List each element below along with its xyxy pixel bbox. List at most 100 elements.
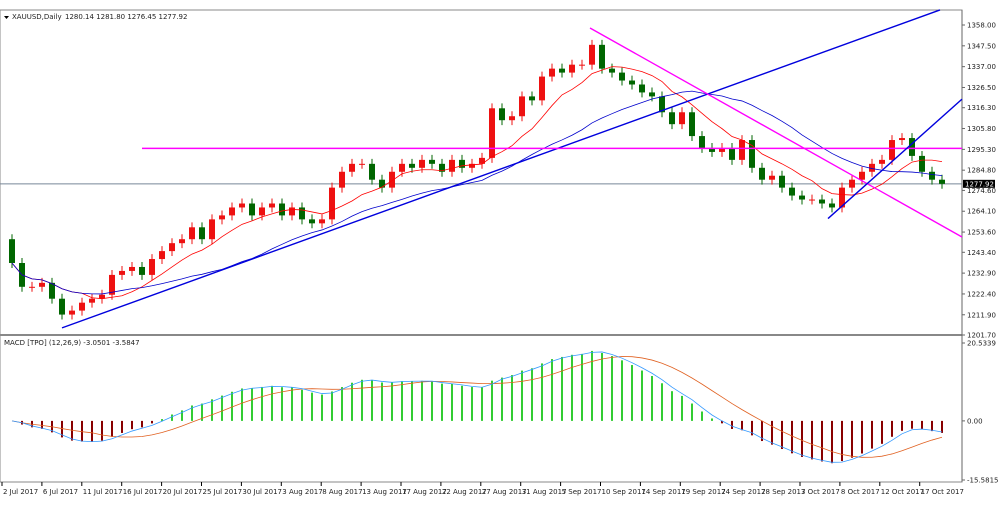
candle-up bbox=[899, 138, 905, 141]
candle-down bbox=[919, 155, 925, 172]
chart-ohlc: 1280.14 1281.80 1276.45 1277.92 bbox=[65, 13, 187, 21]
time-label: 28 Sep 2017 bbox=[761, 488, 805, 496]
macd-line bbox=[11, 351, 943, 463]
price-tick-label: 1211.90 bbox=[967, 311, 996, 319]
candle-up bbox=[189, 227, 195, 240]
candle-up bbox=[29, 286, 35, 288]
candle-up bbox=[849, 179, 855, 188]
candle-down bbox=[59, 298, 65, 315]
candle-up bbox=[489, 108, 495, 158]
candle-up bbox=[569, 64, 575, 73]
candle-up bbox=[769, 175, 775, 180]
macd-tick-label: -15.5815 bbox=[967, 477, 998, 485]
candle-up bbox=[89, 298, 95, 303]
candle-down bbox=[529, 96, 535, 101]
candle-up bbox=[339, 171, 345, 188]
candle-down bbox=[749, 140, 755, 168]
candle-up bbox=[109, 274, 115, 295]
price-tick-label: 1222.40 bbox=[967, 290, 996, 298]
candle-down bbox=[409, 163, 415, 168]
candle-down bbox=[639, 84, 645, 93]
trendline-support-blue bbox=[61, 9, 941, 329]
candle-up bbox=[519, 96, 525, 117]
candle-up bbox=[719, 147, 725, 152]
candle-down bbox=[759, 167, 765, 180]
time-label: 5 Sep 2017 bbox=[562, 488, 602, 496]
price-tick-label: 1305.80 bbox=[967, 125, 996, 133]
price-tick-label: 1201.70 bbox=[967, 332, 996, 340]
dropdown-arrow-icon[interactable] bbox=[4, 16, 9, 19]
time-label: 22 Aug 2017 bbox=[442, 488, 487, 496]
candle-down bbox=[939, 179, 945, 184]
time-label: 17 Aug 2017 bbox=[402, 488, 447, 496]
candle-down bbox=[729, 147, 735, 160]
candle-down bbox=[909, 138, 915, 156]
price-tick-label: 1337.00 bbox=[967, 63, 996, 71]
candle-up bbox=[399, 163, 405, 172]
price-tick-label: 1253.60 bbox=[967, 229, 996, 237]
candle-up bbox=[269, 203, 275, 208]
candle-up bbox=[419, 159, 425, 168]
current-price-badge bbox=[963, 179, 995, 188]
candle-up bbox=[79, 302, 85, 311]
candle-up bbox=[859, 171, 865, 180]
candle-up bbox=[469, 163, 475, 168]
time-label: 2 Jul 2017 bbox=[3, 488, 38, 496]
time-label: 10 Sep 2017 bbox=[602, 488, 646, 496]
candle-down bbox=[619, 72, 625, 81]
time-label: 19 Sep 2017 bbox=[681, 488, 725, 496]
candle-down bbox=[689, 112, 695, 137]
candle-up bbox=[359, 163, 365, 165]
price-tick-label: 1284.80 bbox=[967, 167, 996, 175]
candle-down bbox=[139, 266, 145, 275]
candle-down bbox=[369, 163, 375, 180]
candle-up bbox=[169, 243, 175, 252]
ma-fast-line bbox=[11, 66, 943, 300]
candle-down bbox=[929, 171, 935, 180]
candle-down bbox=[599, 44, 605, 69]
candle-up bbox=[129, 266, 135, 271]
candle-down bbox=[439, 163, 445, 172]
candle-up bbox=[739, 140, 745, 160]
price-tick-label: 1295.30 bbox=[967, 146, 996, 154]
candle-up bbox=[259, 207, 265, 216]
current-price-label: 1277.92 bbox=[965, 180, 994, 188]
candle-up bbox=[549, 68, 555, 77]
time-label: 3 Aug 2017 bbox=[282, 488, 322, 496]
candle-up bbox=[69, 310, 75, 315]
candle-down bbox=[379, 179, 385, 188]
candle-up bbox=[589, 44, 595, 65]
candle-down bbox=[779, 175, 785, 188]
candle-down bbox=[829, 203, 835, 208]
candle-down bbox=[299, 207, 305, 220]
time-label: 17 Oct 2017 bbox=[921, 488, 964, 496]
candle-down bbox=[49, 282, 55, 299]
price-tick-label: 1264.10 bbox=[967, 208, 996, 216]
time-label: 31 Aug 2017 bbox=[522, 488, 567, 496]
candle-up bbox=[149, 259, 155, 275]
time-label: 11 Jul 2017 bbox=[83, 488, 123, 496]
candle-up bbox=[159, 251, 165, 260]
candle-down bbox=[699, 136, 705, 148]
candle-up bbox=[539, 76, 545, 101]
price-tick-label: 1316.30 bbox=[967, 104, 996, 112]
candle-up bbox=[509, 116, 515, 121]
time-label: 27 Aug 2017 bbox=[482, 488, 527, 496]
candle-up bbox=[209, 219, 215, 240]
candle-up bbox=[39, 282, 45, 287]
candle-down bbox=[629, 80, 635, 85]
candle-down bbox=[199, 227, 205, 240]
trendline-downtrend-magenta bbox=[589, 27, 963, 238]
time-label: 20 Jul 2017 bbox=[163, 488, 203, 496]
candle-up bbox=[679, 112, 685, 125]
time-label: 24 Sep 2017 bbox=[721, 488, 765, 496]
candle-down bbox=[249, 203, 255, 216]
macd-header: MACD [TPO] (12,26,9) -3.0501 -3.5847 bbox=[4, 339, 140, 347]
candle-up bbox=[219, 215, 225, 220]
candle-down bbox=[709, 147, 715, 152]
candle-down bbox=[799, 195, 805, 200]
candle-up bbox=[179, 239, 185, 244]
candle-down bbox=[669, 112, 675, 125]
candle-up bbox=[99, 294, 105, 299]
price-tick-label: 1358.00 bbox=[967, 22, 996, 30]
